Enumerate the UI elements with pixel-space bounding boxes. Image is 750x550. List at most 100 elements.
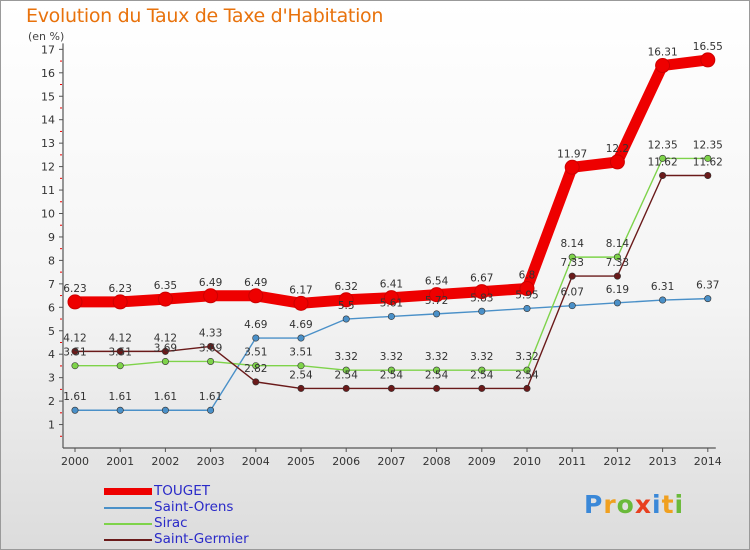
x-tick-label: 2013 xyxy=(649,455,677,468)
data-point xyxy=(203,288,219,304)
data-label: 12.2 xyxy=(606,143,629,155)
data-label: 8.14 xyxy=(561,238,585,250)
data-point xyxy=(704,154,712,162)
legend-swatch xyxy=(104,523,152,525)
data-label: 7.33 xyxy=(606,257,629,269)
data-point xyxy=(568,272,576,280)
unit-label: (en %) xyxy=(28,30,65,43)
data-point xyxy=(342,366,350,374)
x-tick-label: 2005 xyxy=(287,455,315,468)
y-tick-label: 9 xyxy=(48,231,55,244)
data-label: 8.14 xyxy=(606,238,630,250)
x-tick-label: 2006 xyxy=(332,455,360,468)
data-point xyxy=(613,299,621,307)
data-label: 3.51 xyxy=(244,347,267,359)
x-tick-label: 2012 xyxy=(603,455,631,468)
y-tick-label: 16 xyxy=(41,67,55,80)
data-label: 6.49 xyxy=(244,277,267,289)
legend-swatch xyxy=(104,488,152,495)
data-point xyxy=(568,302,576,310)
data-label: 6.19 xyxy=(606,284,629,296)
chart-title: Evolution du Taux de Taxe d'Habitation xyxy=(26,5,384,27)
data-point xyxy=(161,406,169,414)
legend: TOUGET Saint-Orens Sirac Saint-Germier xyxy=(104,483,304,548)
y-tick-label: 3 xyxy=(48,372,55,385)
data-label: 1.61 xyxy=(154,391,177,403)
y-tick-label: 8 xyxy=(48,254,55,267)
data-point xyxy=(157,291,173,307)
y-tick-label: 12 xyxy=(41,161,55,174)
x-tick-label: 2002 xyxy=(151,455,179,468)
data-point xyxy=(474,284,490,300)
data-point xyxy=(387,366,395,374)
data-label: 6.17 xyxy=(289,284,312,296)
data-point xyxy=(71,362,79,370)
data-label: 2.54 xyxy=(380,369,404,381)
data-point xyxy=(700,52,716,68)
x-tick-label: 2014 xyxy=(694,455,722,468)
data-label: 1.61 xyxy=(63,391,86,403)
y-tick-label: 14 xyxy=(41,114,55,127)
x-tick-label: 2003 xyxy=(197,455,225,468)
data-label: 6.49 xyxy=(199,277,222,289)
x-tick-label: 2004 xyxy=(242,455,270,468)
data-label: 4.12 xyxy=(63,332,86,344)
data-label: 3.51 xyxy=(289,347,312,359)
proxiti-logo: Proxiti xyxy=(584,490,685,519)
data-point xyxy=(71,347,79,355)
data-label: 12.35 xyxy=(693,139,723,151)
data-label: 6.8 xyxy=(519,270,536,282)
data-label: 4.12 xyxy=(154,332,177,344)
data-label: 6.23 xyxy=(109,283,132,295)
legend-item-saint-orens: Saint-Orens xyxy=(104,499,304,516)
data-label: 5.83 xyxy=(470,292,493,304)
data-point xyxy=(523,366,531,374)
data-point xyxy=(478,307,486,315)
legend-swatch xyxy=(104,507,152,509)
data-point xyxy=(297,384,305,392)
data-point xyxy=(116,406,124,414)
data-label: 2.54 xyxy=(335,369,359,381)
data-point xyxy=(297,334,305,342)
data-label: 5.61 xyxy=(380,297,403,309)
data-label: 4.69 xyxy=(289,319,312,331)
y-tick-label: 10 xyxy=(41,208,55,221)
data-point xyxy=(342,384,350,392)
data-point xyxy=(659,172,667,180)
data-label: 6.54 xyxy=(425,276,449,288)
data-point xyxy=(433,366,441,374)
data-label: 5.72 xyxy=(425,295,448,307)
data-point xyxy=(704,295,712,303)
data-point xyxy=(613,253,621,261)
data-label: 11.62 xyxy=(648,157,678,169)
data-label: 6.31 xyxy=(651,281,674,293)
data-label: 6.32 xyxy=(335,281,358,293)
data-point xyxy=(252,334,260,342)
legend-item-sirac: Sirac xyxy=(104,515,304,532)
legend-label: Sirac xyxy=(154,515,188,531)
data-label: 1.61 xyxy=(199,391,222,403)
data-point xyxy=(248,288,264,304)
legend-item-touget: TOUGET xyxy=(104,483,304,500)
data-point xyxy=(338,292,354,308)
y-tick-label: 15 xyxy=(41,90,55,103)
data-point xyxy=(383,290,399,306)
data-label: 6.41 xyxy=(380,279,403,291)
data-point xyxy=(659,296,667,304)
data-point xyxy=(519,281,535,297)
data-point xyxy=(478,366,486,374)
data-point xyxy=(523,304,531,312)
x-tick-label: 2009 xyxy=(468,455,496,468)
x-tick-label: 2000 xyxy=(61,455,89,468)
y-tick-label: 1 xyxy=(48,419,55,432)
data-point xyxy=(387,384,395,392)
y-tick-label: 4 xyxy=(48,348,55,361)
x-tick-label: 2011 xyxy=(558,455,586,468)
data-point xyxy=(112,294,128,310)
legend-label: Saint-Orens xyxy=(154,499,234,515)
data-point xyxy=(433,310,441,318)
data-label: 6.67 xyxy=(470,273,493,285)
data-label: 3.51 xyxy=(109,347,132,359)
data-label: 2.54 xyxy=(425,369,449,381)
